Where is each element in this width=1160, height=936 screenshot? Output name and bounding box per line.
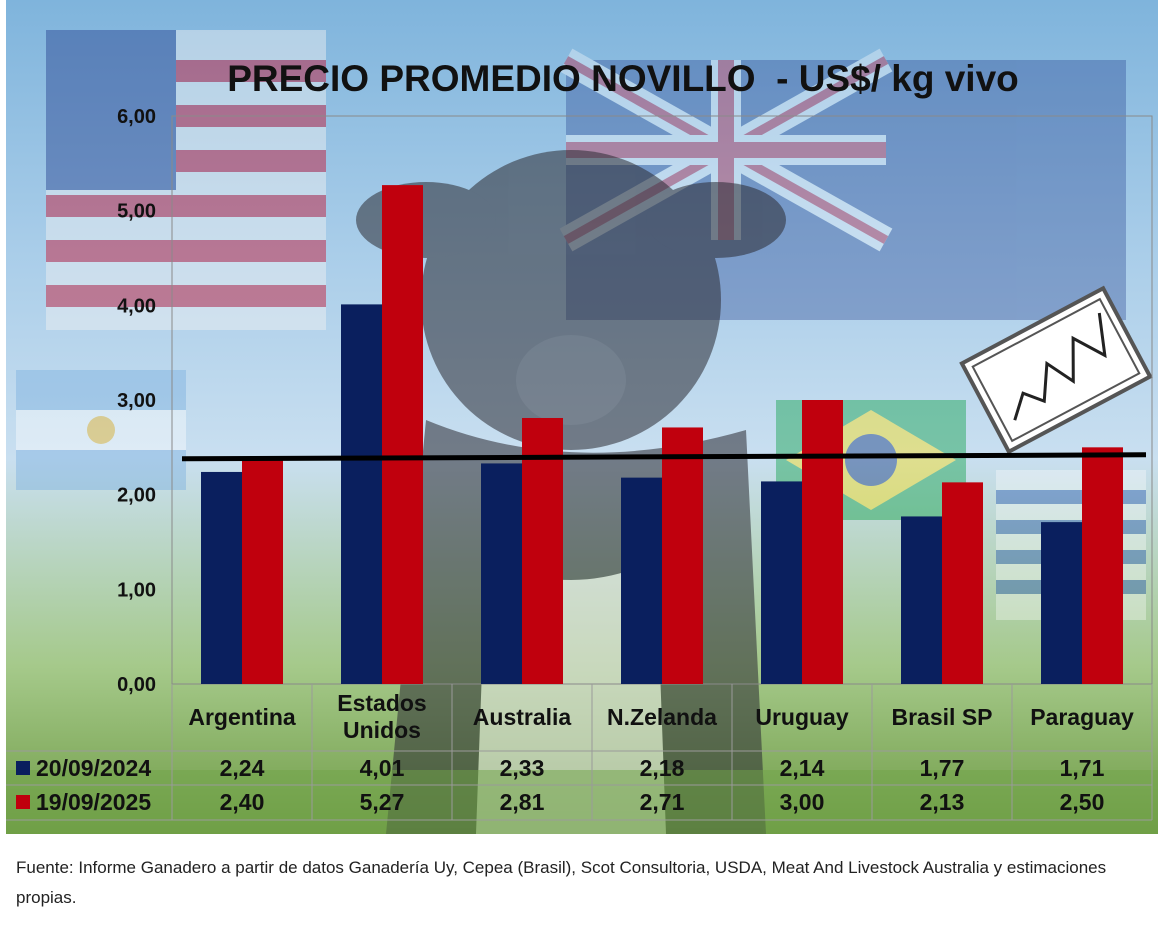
chart-title: PRECIO PROMEDIO NOVILLO - US$/ kg vivo bbox=[227, 58, 1019, 99]
category-label: Uruguay bbox=[755, 703, 849, 730]
bar-series1 bbox=[341, 304, 382, 684]
usa-flag-decoration bbox=[46, 30, 326, 330]
table-cell: 2,71 bbox=[639, 788, 685, 815]
y-tick-label: 4,00 bbox=[117, 295, 156, 317]
category-label: Argentina bbox=[188, 703, 296, 730]
table-cell: 5,27 bbox=[359, 788, 405, 815]
table-cell: 2,50 bbox=[1059, 788, 1105, 815]
y-tick-label: 5,00 bbox=[117, 201, 156, 223]
source-note: Fuente: Informe Ganadero a partir de dat… bbox=[16, 858, 1107, 907]
table-cell: 2,24 bbox=[219, 754, 265, 781]
bar-series1 bbox=[1041, 522, 1082, 684]
bar-series1 bbox=[201, 471, 242, 684]
bar-series2 bbox=[522, 417, 563, 684]
bar-chart: 0,00 1,00 2,00 3,00 4,00 5,00 6,00 bbox=[6, 106, 1153, 821]
y-tick-label: 3,00 bbox=[117, 390, 156, 412]
y-tick-label: 6,00 bbox=[117, 106, 156, 128]
legend-text: 19/09/2025 bbox=[36, 788, 152, 815]
table-cell: 3,00 bbox=[779, 788, 825, 815]
y-tick-label: 0,00 bbox=[117, 674, 156, 696]
legend-swatch bbox=[16, 795, 30, 809]
legend-text: 20/09/2024 bbox=[36, 754, 152, 781]
bar-series2 bbox=[662, 427, 703, 684]
category-label: Estados Unidos bbox=[337, 690, 427, 743]
table-cell: 1,77 bbox=[919, 754, 965, 781]
category-label: N.Zelanda bbox=[607, 703, 717, 730]
table-cell: 2,81 bbox=[499, 788, 545, 815]
logo-stamp bbox=[959, 285, 1153, 455]
legend-row-label: 20/09/2024 bbox=[16, 751, 151, 785]
table-cell: 4,01 bbox=[359, 754, 405, 781]
bar-series2 bbox=[942, 482, 983, 684]
y-tick-label: 1,00 bbox=[117, 579, 156, 601]
bar-series2 bbox=[802, 400, 843, 684]
chart-panel: PRECIO PROMEDIO NOVILLO - US$/ kg vivo 0… bbox=[6, 0, 1158, 834]
bar-series2 bbox=[382, 185, 423, 684]
bar-series1 bbox=[901, 516, 942, 684]
bar-series1 bbox=[481, 463, 522, 684]
bar-series1 bbox=[621, 477, 662, 684]
grass-decoration bbox=[6, 770, 1158, 834]
bar-series1 bbox=[761, 481, 802, 684]
category-label: Brasil SP bbox=[891, 703, 993, 730]
y-tick-label: 2,00 bbox=[117, 485, 156, 507]
legend-swatch bbox=[16, 761, 30, 775]
table-cell: 2,14 bbox=[779, 754, 825, 781]
argentina-flag-decoration bbox=[16, 370, 186, 490]
bar-series2 bbox=[1082, 447, 1123, 684]
table-cell: 2,13 bbox=[919, 788, 965, 815]
table-cell: 2,33 bbox=[499, 754, 545, 781]
table-cell: 2,40 bbox=[219, 788, 265, 815]
category-label: Australia bbox=[472, 703, 572, 730]
category-label: Paraguay bbox=[1030, 703, 1134, 730]
table-cell: 1,71 bbox=[1059, 754, 1105, 781]
bar-series2 bbox=[242, 456, 283, 684]
legend-row-label: 19/09/2025 bbox=[16, 785, 151, 819]
reference-line bbox=[181, 452, 1147, 462]
table-cell: 2,18 bbox=[639, 754, 685, 781]
